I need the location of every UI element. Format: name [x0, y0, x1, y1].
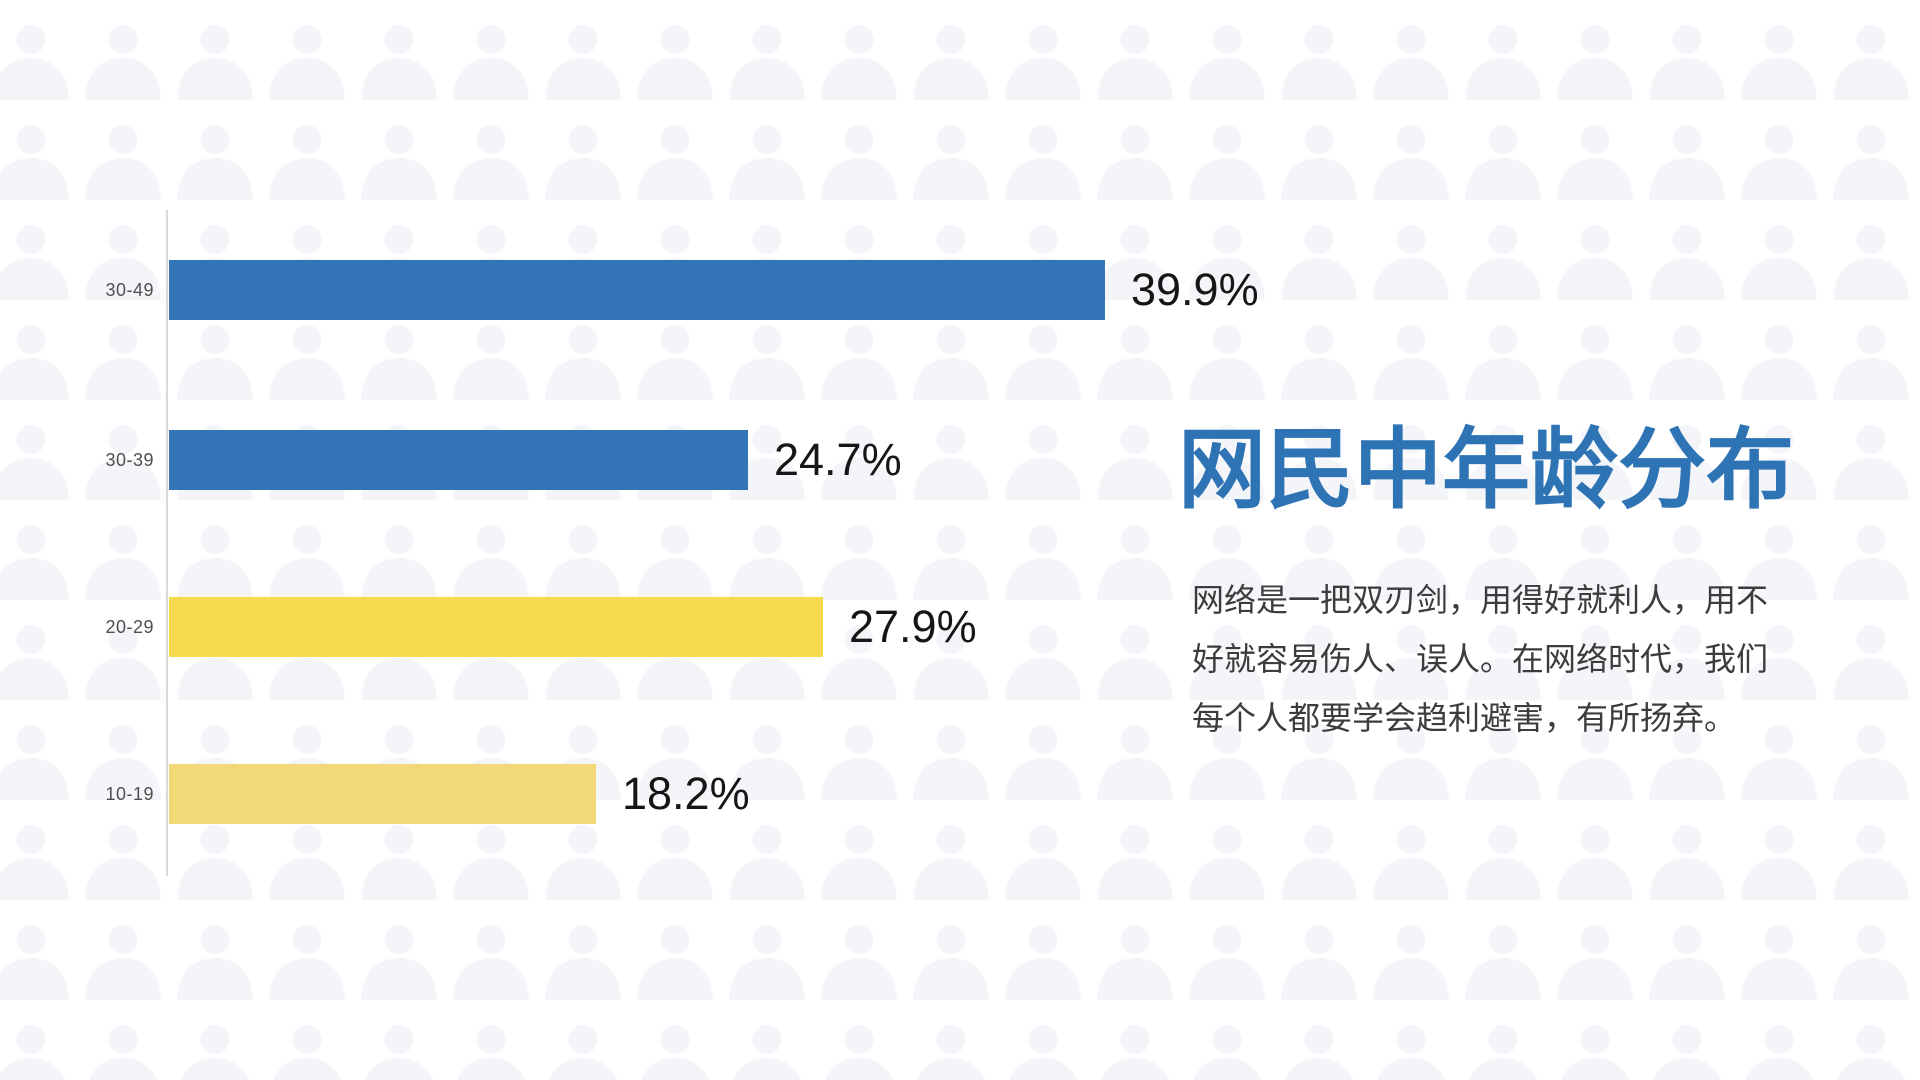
value-label: 18.2% [622, 768, 750, 819]
value-label: 24.7% [774, 434, 902, 485]
category-label: 30-39 [105, 449, 154, 470]
description-line: 网络是一把双刃剑，用得好就利人，用不 [1192, 582, 1769, 618]
category-label: 30-49 [105, 279, 154, 300]
chart-title: 网民中年龄分布 [1178, 420, 1795, 519]
bar [169, 430, 748, 490]
value-label: 39.9% [1131, 264, 1259, 315]
bar [169, 260, 1105, 320]
bar-row: 30-39 24.7% [0, 430, 1920, 490]
y-axis-line [166, 210, 168, 876]
bar [169, 597, 823, 657]
bar [169, 764, 596, 824]
value-label: 27.9% [849, 601, 977, 652]
description-line: 好就容易伤人、误人。在网络时代，我们 [1192, 641, 1769, 677]
bar-row: 20-29 27.9% [0, 597, 1920, 657]
category-label: 20-29 [105, 616, 154, 637]
description-text: 网络是一把双刃剑，用得好就利人，用不 好就容易伤人、误人。在网络时代，我们 每个… [1192, 571, 1768, 748]
bar-row: 10-19 18.2% [0, 764, 1920, 824]
category-label: 10-19 [105, 783, 154, 804]
description-line: 每个人都要学会趋利避害，有所扬弃。 [1192, 700, 1737, 736]
bar-row: 30-49 39.9% [0, 260, 1920, 320]
